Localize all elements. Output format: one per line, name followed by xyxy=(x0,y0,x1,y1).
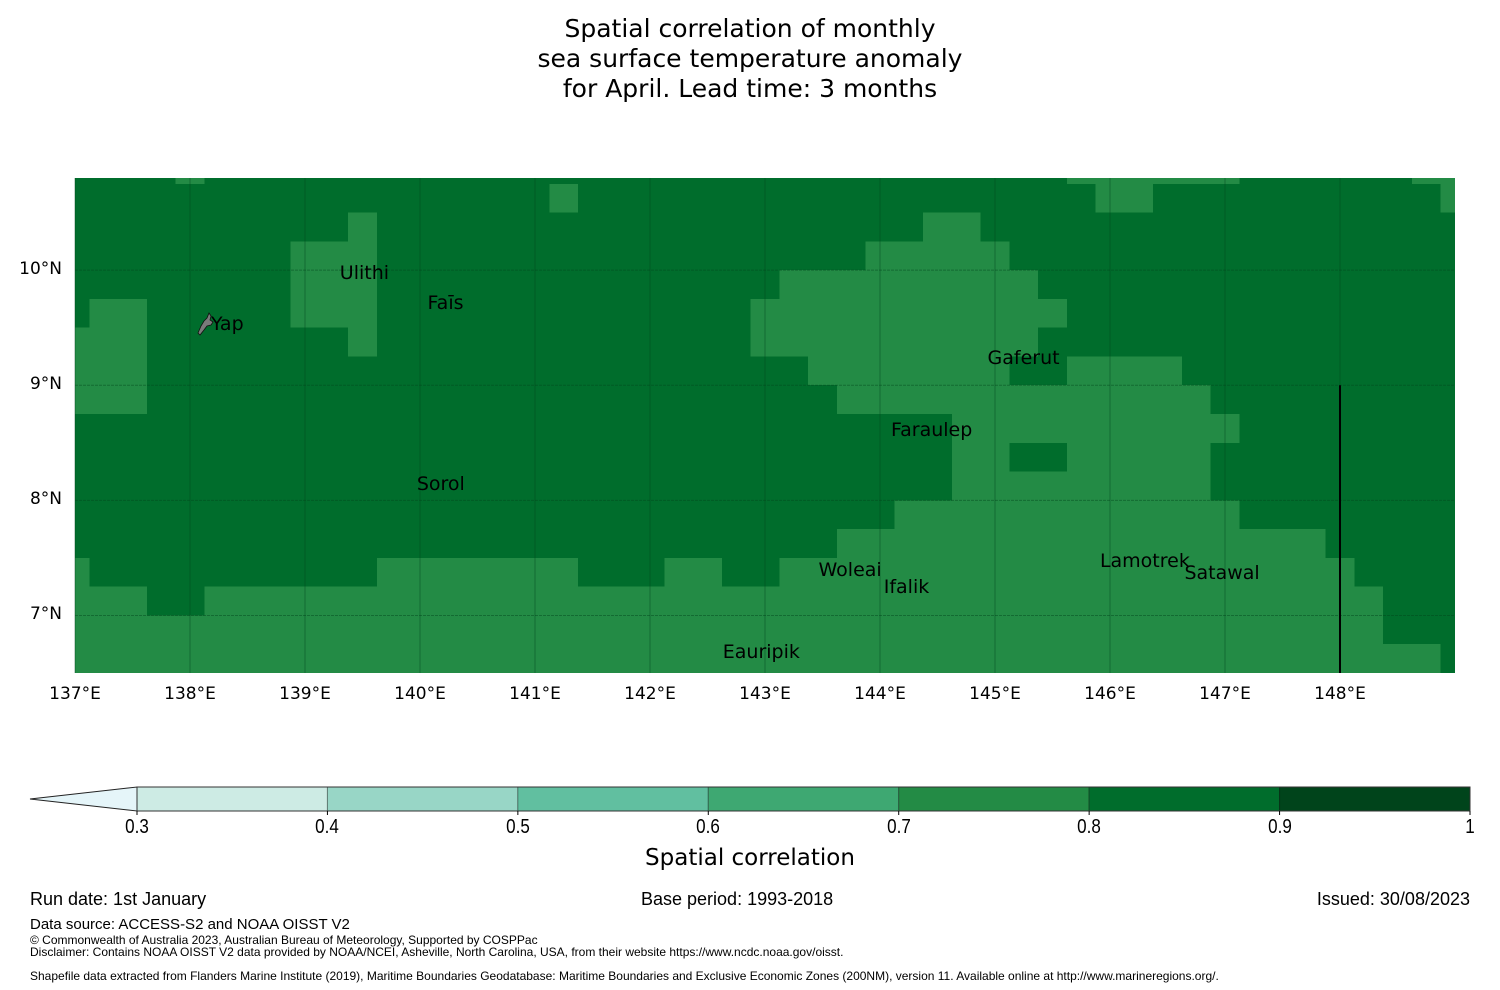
yap-island-icon xyxy=(197,312,214,336)
lon-tick-label: 148°E xyxy=(1314,684,1366,704)
lon-tick-label: 137°E xyxy=(49,684,101,704)
cell-region-0-7-0-8 xyxy=(836,529,1326,558)
cell-region-0-7-0-8 xyxy=(779,557,1355,587)
cell-region-0-7-0-8 xyxy=(750,298,1067,328)
place-label-ulithi: Ulithi xyxy=(339,262,390,285)
colorbar-label: Spatial correlation xyxy=(645,845,855,871)
cell-region-0-7-0-8 xyxy=(808,356,1010,386)
colorbar-tick-label: 0.7 xyxy=(886,816,911,838)
cell-region-0-7-0-8 xyxy=(75,557,90,587)
place-label-sorol: Sorol xyxy=(416,473,465,496)
colorbar-segment xyxy=(898,786,1090,812)
correlation-cells xyxy=(75,178,1455,673)
place-label-lamotrek: Lamotrek xyxy=(1099,550,1190,573)
cell-region-0-7-0-8 xyxy=(865,241,1010,271)
cell-region-0-7-0-8 xyxy=(1411,178,1455,184)
colorbar-tick-label: 0.8 xyxy=(1077,816,1101,838)
lat-tick-label: 10°N xyxy=(19,259,62,280)
title-line-1: Spatial correlation of monthly xyxy=(564,14,936,43)
disclaimer: Disclaimer: Contains NOAA OISST V2 data … xyxy=(30,945,844,959)
cell-region-0-7-0-8 xyxy=(836,385,1211,414)
place-label-faraulep: Faraulep xyxy=(890,419,973,442)
cell-region-0-7-0-8 xyxy=(894,500,1240,530)
yap-island-shape xyxy=(197,312,214,336)
place-label-fas: Faīs xyxy=(427,291,464,314)
cell-region-0-7-0-8 xyxy=(75,615,1384,645)
colorbar-segment xyxy=(1088,786,1281,812)
base-period: Base period: 1993-2018 xyxy=(641,889,834,909)
place-label-gaferut: Gaferut xyxy=(987,346,1060,369)
cell-region-0-7-0-8 xyxy=(951,471,1211,501)
colorbar-segment xyxy=(707,786,900,812)
colorbar-tick-label: 0.9 xyxy=(1267,816,1292,838)
shapefile-credit: Shapefile data extracted from Flanders M… xyxy=(30,969,1219,983)
colorbar-segment xyxy=(326,786,519,812)
data-source: Data source: ACCESS-S2 and NOAA OISST V2 xyxy=(30,916,350,933)
lat-tick-label: 8°N xyxy=(29,489,62,510)
place-label-yap: Yap xyxy=(210,313,244,336)
cell-region-0-7-0-8 xyxy=(376,557,579,587)
cell-region-0-7-0-8 xyxy=(75,644,1441,673)
lon-tick-label: 143°E xyxy=(739,684,791,704)
lat-tick-label: 7°N xyxy=(29,604,62,625)
lon-tick-label: 142°E xyxy=(624,684,676,704)
cell-region-0-7-0-8 xyxy=(923,212,981,242)
title-line-2: sea surface temperature anomaly xyxy=(537,44,963,73)
lon-tick-label: 140°E xyxy=(394,684,446,704)
colorbar-segment xyxy=(1279,786,1471,812)
lon-tick-label: 144°E xyxy=(854,684,906,704)
cell-region-0-7-0-8 xyxy=(779,270,1039,299)
place-label-satawal: Satawal xyxy=(1184,561,1260,584)
cell-region-0-7-0-8 xyxy=(348,241,377,328)
cell-region-0-7-0-8 xyxy=(549,183,579,213)
place-label-woleai: Woleai xyxy=(818,558,882,581)
run-date: Run date: 1st January xyxy=(30,889,207,909)
colorbar-segment xyxy=(517,786,709,812)
colorbar-tick-label: 0.6 xyxy=(696,816,721,838)
cell-region-0-7-0-8 xyxy=(175,178,205,184)
colorbar-segment xyxy=(136,786,328,812)
cell-region-0-7-0-8 xyxy=(89,298,147,328)
lon-tick-label: 145°E xyxy=(969,684,1021,704)
lon-tick-label: 147°E xyxy=(1199,684,1251,704)
lon-tick-label: 141°E xyxy=(509,684,561,704)
lat-tick-label: 9°N xyxy=(29,374,62,395)
graticule xyxy=(74,178,1455,673)
cell-region-0-7-0-8 xyxy=(951,442,1010,472)
place-label-ifalik: Ifalik xyxy=(883,575,930,598)
cell-region-0-7-0-8 xyxy=(204,586,1384,616)
colorbar-tick-label: 0.5 xyxy=(506,816,530,838)
lon-tick-label: 146°E xyxy=(1084,684,1136,704)
lon-tick-label: 139°E xyxy=(279,684,331,704)
colorbar-extend-min-triangle xyxy=(29,786,138,812)
cell-region-0-7-0-8 xyxy=(1066,356,1182,386)
title-line-3: for April. Lead time: 3 months xyxy=(562,74,938,103)
cell-region-0-7-0-8 xyxy=(1440,183,1455,213)
cell-region-0-7-0-8 xyxy=(75,586,147,616)
colorbar-outline xyxy=(136,786,1471,812)
cell-region-0-7-0-8 xyxy=(75,327,147,414)
cell-region-0-7-0-8 xyxy=(1095,183,1154,213)
issued-date: Issued: 30/08/2023 xyxy=(1316,889,1470,909)
cell-region-0-7-0-8 xyxy=(1066,442,1211,472)
colorbar xyxy=(29,786,1471,815)
copyright: © Commonwealth of Australia 2023, Austra… xyxy=(30,933,538,947)
lon-tick-label: 138°E xyxy=(164,684,216,704)
cell-region-0-7-0-8 xyxy=(664,557,722,587)
place-label-eauripik: Eauripik xyxy=(722,641,800,664)
colorbar-tick-label: 1 xyxy=(1465,816,1475,838)
cell-region-0-7-0-8 xyxy=(1066,178,1240,184)
colorbar-tick-label: 0.3 xyxy=(125,816,149,838)
chart-title: Spatial correlation of monthly sea surfa… xyxy=(0,14,1500,104)
cell-region-0-7-0-8 xyxy=(750,327,1039,357)
colorbar-tick-label: 0.4 xyxy=(315,816,340,838)
cell-region-0-7-0-8 xyxy=(951,413,1240,443)
